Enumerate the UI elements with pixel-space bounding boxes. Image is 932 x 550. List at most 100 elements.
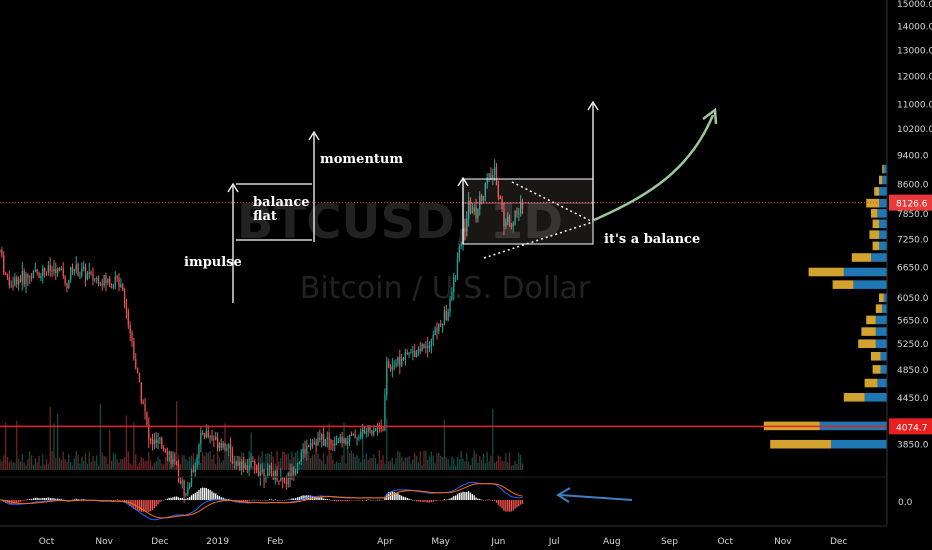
macd-hist-269 [499,500,501,507]
volume-bar-114 [211,458,213,470]
volume-bar-147 [272,456,275,470]
profile-down-21 [883,164,887,174]
volume-bar-193 [358,458,360,470]
candle-body-58 [107,278,109,284]
candle-body-69 [127,311,129,326]
time-tick-8: Jul [548,537,560,547]
candle-body-248 [460,243,462,246]
candle-body-205 [380,426,382,430]
volume-bar-151 [280,458,282,470]
macd-hist-148 [274,499,276,501]
macd-hist-182 [337,500,340,502]
macd-hist-28 [51,498,53,500]
candle-body-251 [466,218,468,232]
candle-body-59 [109,278,111,285]
volume-bar-163 [302,450,304,470]
candle-body-31 [56,268,59,274]
volume-bar-257 [477,462,479,470]
candle-body-76 [140,382,142,402]
candle-body-141 [261,469,263,472]
candle-body-253 [469,200,472,213]
macd-hist-199 [369,499,371,501]
macd-hist-11 [19,500,22,502]
candle-body-84 [155,439,157,444]
candle-body-135 [250,460,252,466]
macd-hist-114 [211,491,213,500]
profile-up-9 [875,304,883,313]
candle-body-18 [32,271,35,279]
candle-body-153 [283,479,286,482]
price-tick-13: 5250.0 [897,340,929,350]
volume-bar-238 [441,457,444,470]
macd-hist-6 [10,500,12,505]
profile-up-7 [861,327,876,336]
candle-body-268 [497,185,500,197]
candle-body-0 [0,250,1,252]
volume-bar-70 [129,463,131,470]
profile-down-12 [843,267,887,277]
volume-bar-196 [363,458,366,470]
macd-hist-229 [425,500,427,503]
candle-body-5 [8,276,10,286]
candle-body-195 [361,429,364,433]
macd-hist-187 [347,500,349,502]
macd-hist-57 [105,500,107,501]
macd-hist-262 [486,499,488,501]
macd-hist-170 [315,496,317,500]
profile-down-5 [880,352,887,361]
profile-up-3 [864,378,878,388]
candle-body-270 [501,199,503,210]
profile-up-11 [832,280,854,289]
triangle-lower [483,221,594,259]
volume-bar-12 [21,454,23,470]
candle-body-128 [237,461,239,466]
volume-bar-171 [317,453,319,470]
candle-body-79 [146,411,148,425]
candle-body-154 [285,481,288,485]
candle-body-152 [281,476,284,480]
profile-down-4 [880,365,887,374]
macd-hist-172 [319,497,321,500]
volume-bar-224 [415,455,418,470]
volume-bar-72 [133,422,135,470]
macd-hist-222 [412,499,414,501]
volume-bar-74 [136,465,139,470]
macd-hist-264 [490,500,492,501]
volume-bar-111 [205,452,208,470]
volume-bar-115 [213,454,215,470]
volume-bar-230 [427,459,429,470]
volume-bar-181 [335,461,338,470]
macd-hist-22 [40,498,42,500]
candle-body-143 [265,476,267,479]
candle-body-67 [123,291,126,306]
volume-bar-249 [462,458,464,470]
candle-body-116 [215,436,217,440]
macd-hist-152 [281,500,284,501]
volume-bar-38 [70,462,72,470]
price-axis[interactable]: 15000.0 14000.0 13000.0 12000.0 11000.0 10200… [886,0,932,525]
macd-hist-60 [110,500,113,501]
volume-bar-158 [293,456,295,470]
macd-hist-263 [488,499,490,501]
volume-bar-268 [497,455,500,470]
time-axis[interactable]: Oct Nov Dec 2019 Feb Apr May Jun Jul Aug Sep Oct Nov… [0,525,887,547]
volume-bar-39 [71,465,74,470]
volume-bar-3 [4,422,7,470]
macd-hist-257 [477,498,479,500]
volume-bar-7 [12,462,14,470]
candle-body-218 [404,352,407,360]
volume-bar-197 [365,453,367,470]
profile-up-20 [879,175,883,185]
candle-body-145 [268,465,271,469]
macd-hist-184 [341,500,343,502]
macd-hist-101 [187,498,189,500]
macd-hist-167 [309,495,312,500]
volume-bar-189 [350,450,353,470]
volume-bar-117 [216,450,219,470]
price-line-labels: 8126.6 4074.7 [889,194,932,435]
macd-hist-261 [484,500,486,501]
macd-hist-110 [203,487,206,500]
candle-body-207 [384,394,386,431]
candle-body-37 [68,279,70,289]
